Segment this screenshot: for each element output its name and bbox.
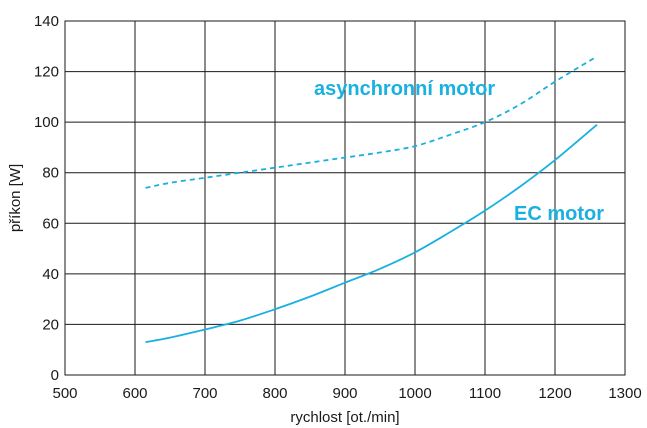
x-tick-label-500: 500 bbox=[52, 385, 77, 402]
x-tick-label-900: 900 bbox=[332, 385, 357, 402]
x-axis-title: rychlost [ot./min] bbox=[290, 409, 399, 426]
y-tick-label-20: 20 bbox=[42, 316, 59, 333]
plot-border bbox=[64, 20, 626, 376]
y-tick-label-140: 140 bbox=[34, 13, 59, 30]
plot-frame bbox=[64, 20, 626, 376]
grid bbox=[65, 21, 625, 375]
y-tick-label-80: 80 bbox=[42, 165, 59, 182]
x-tick-label-700: 700 bbox=[192, 385, 217, 402]
y-tick-label-40: 40 bbox=[42, 266, 59, 283]
x-tick-label-800: 800 bbox=[262, 385, 287, 402]
x-tick-label-1300: 1300 bbox=[608, 385, 641, 402]
y-tick-label-0: 0 bbox=[51, 367, 59, 384]
x-tick-label-600: 600 bbox=[122, 385, 147, 402]
series-line-asynchronni-motor bbox=[145, 55, 598, 189]
series-group bbox=[145, 55, 598, 344]
y-axis-title: příkon [W] bbox=[7, 164, 24, 232]
tick-labels: 500 600 700 800 900 1000 1100 1200 1300 0 20 40 60 80… bbox=[34, 13, 642, 402]
x-tick-label-1000: 1000 bbox=[398, 385, 431, 402]
series-label-ec-motor: EC motor bbox=[514, 203, 604, 225]
x-tick-label-1200: 1200 bbox=[538, 385, 571, 402]
x-tick-label-1100: 1100 bbox=[469, 385, 501, 402]
series-line-ec-motor bbox=[145, 123, 598, 344]
series-label-asynchronni-motor: asynchronní motor bbox=[314, 78, 495, 100]
y-tick-label-60: 60 bbox=[42, 215, 59, 232]
y-tick-label-100: 100 bbox=[34, 114, 59, 131]
y-tick-label-120: 120 bbox=[34, 64, 59, 81]
